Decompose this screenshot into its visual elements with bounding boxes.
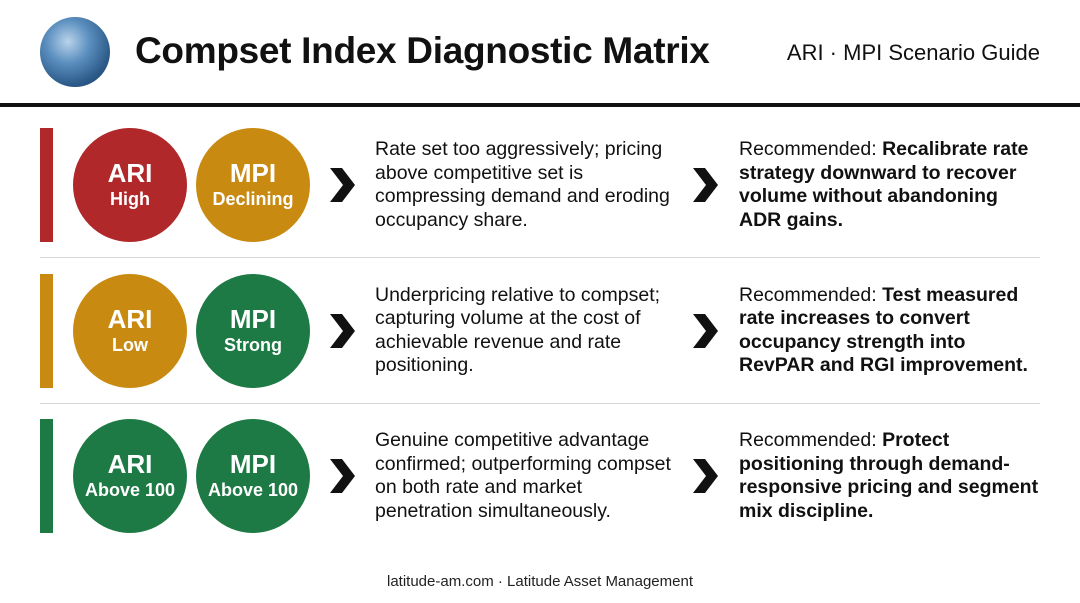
recommendation-prefix: Recommended:: [739, 283, 877, 306]
recommendation-action: Protect positioning through demand-respo…: [739, 429, 1039, 522]
chevron-icon: [693, 459, 718, 493]
ari-level: High: [110, 189, 150, 209]
chevron: [690, 165, 720, 205]
ari-circle: ARI High: [73, 128, 187, 242]
recommendation-action: Recalibrate rate strategy downward to re…: [739, 138, 1029, 231]
recommendation-prefix: Recommended:: [739, 429, 877, 451]
row-bar: [40, 128, 53, 242]
chevron-icon: [693, 313, 718, 348]
ari-level: Low: [112, 334, 148, 355]
recommendation-action: Test measured rate increases to convert …: [739, 283, 1028, 377]
chevron: [327, 311, 357, 351]
chevron: [690, 311, 720, 351]
row-bar: [40, 419, 53, 533]
mpi-label: MPI: [229, 158, 277, 188]
chevron: [327, 456, 357, 496]
ari-level: Above 100: [84, 480, 176, 500]
diagnosis: Underpricing relative to compset; captur…: [375, 283, 661, 377]
chevron-icon: [693, 168, 718, 202]
mpi-level: Above 100: [207, 480, 299, 500]
mpi-level: Strong: [224, 334, 282, 355]
recommendation: Recommended: Protect positioning through…: [739, 429, 1044, 523]
chevron-icon: [330, 168, 355, 202]
recommendation-prefix: Recommended:: [739, 138, 877, 160]
mpi-level: Declining: [212, 189, 294, 209]
ari-label: ARI: [107, 303, 153, 334]
subtitle: ARI · MPI Scenario Guide: [786, 40, 1040, 65]
mpi-circle: MPI Above 100: [196, 419, 310, 533]
ari-circle: ARI Above 100: [73, 419, 187, 533]
row-separator: [40, 257, 1040, 258]
chevron: [690, 456, 720, 496]
mpi-label: MPI: [229, 303, 277, 334]
diagnosis: Genuine competitive advantage confirmed;…: [375, 429, 671, 522]
ari-circle: ARI Low: [73, 273, 187, 388]
title: Compset Index Diagnostic Matrix: [135, 30, 710, 71]
mpi-circle: MPI Declining: [196, 128, 310, 242]
row-separator: [40, 402, 1040, 404]
recommendation: Recommended: Test measured rate increase…: [739, 284, 1044, 378]
footer: latitude-am.com · Latitude Asset Managem…: [387, 573, 693, 590]
mpi-circle: MPI Strong: [196, 273, 310, 388]
ari-label: ARI: [107, 449, 153, 479]
chevron: [327, 165, 357, 205]
mpi-label: MPI: [229, 449, 277, 479]
diagnosis: Rate set too aggressively; pricing above…: [375, 138, 670, 231]
header-rule: [0, 103, 1080, 107]
chevron-icon: [330, 313, 355, 348]
ari-label: ARI: [107, 158, 153, 188]
chevron-icon: [330, 459, 355, 493]
recommendation: Recommended: Recalibrate rate strategy d…: [739, 138, 1044, 232]
row-bar: [40, 273, 53, 388]
logo: [40, 17, 110, 87]
